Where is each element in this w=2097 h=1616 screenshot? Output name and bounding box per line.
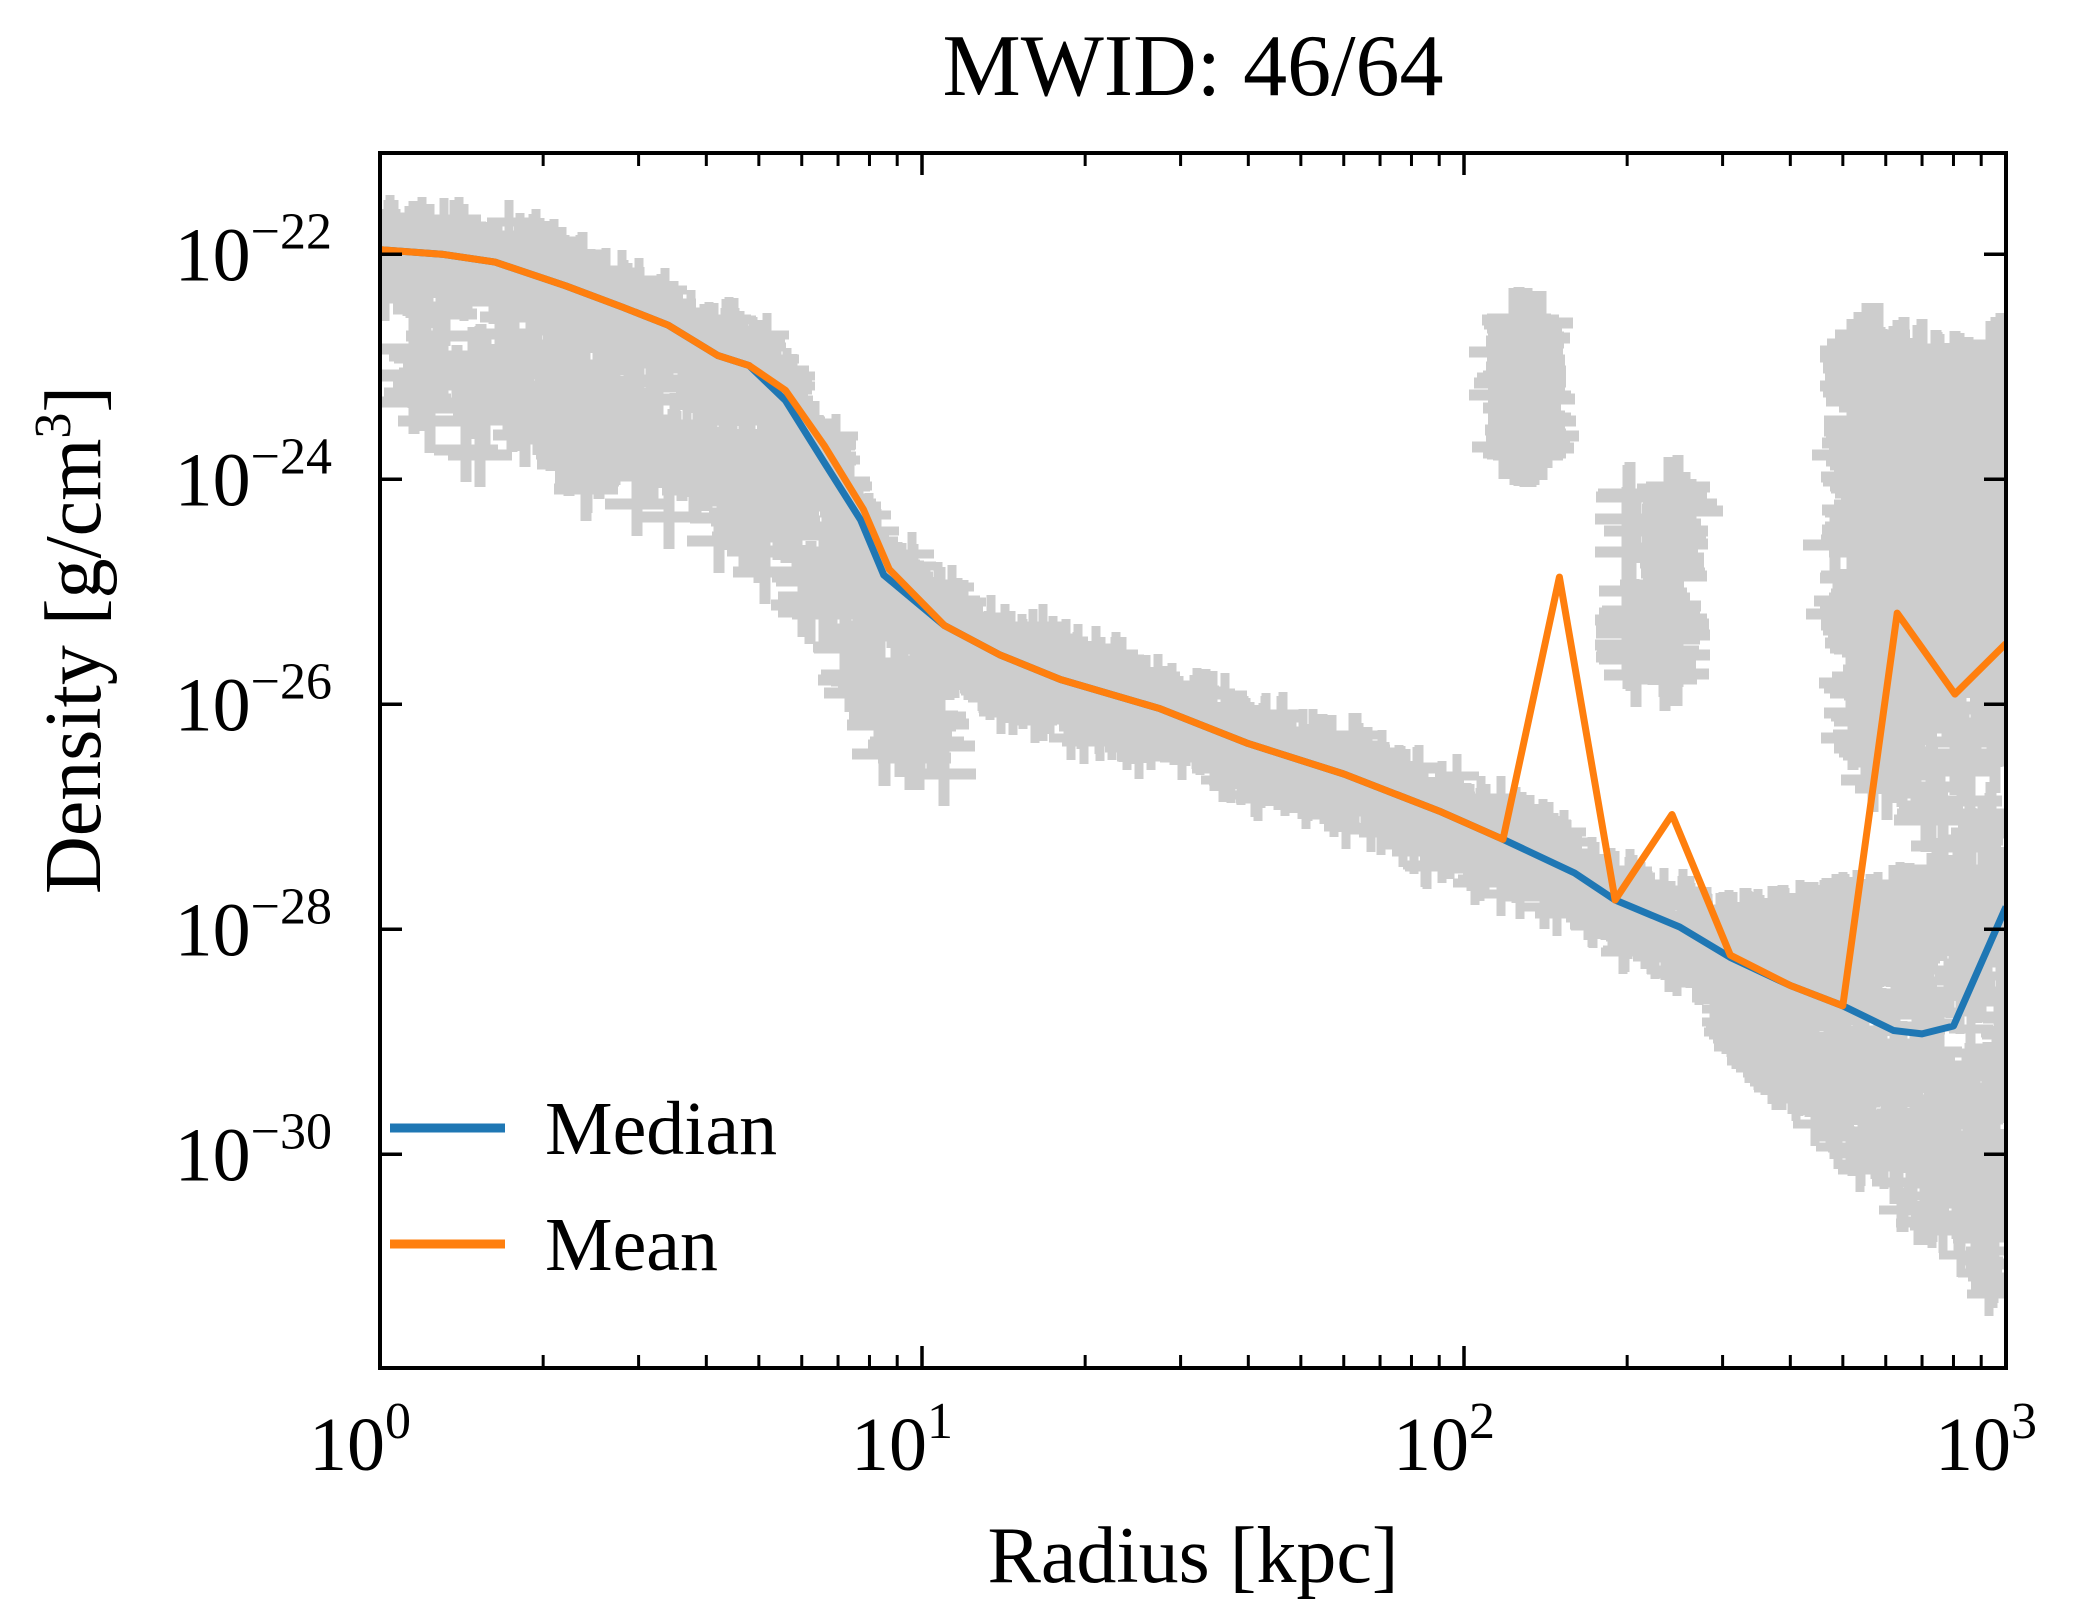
x-tick-label: 101 bbox=[851, 1393, 953, 1487]
scatter-points-right-mid-sparse bbox=[1855, 675, 2006, 977]
x-tick-label: 103 bbox=[1935, 1393, 2037, 1487]
legend-item-mean: Mean bbox=[390, 1203, 718, 1287]
y-axis-label: Density [g/cm3] bbox=[25, 386, 118, 894]
scatter-points-right-wedge bbox=[1701, 847, 2006, 1316]
scatter-points-cluster-b bbox=[1595, 455, 1723, 711]
x-axis-label: Radius [kpc] bbox=[987, 1512, 1398, 1600]
legend: Median Mean bbox=[390, 1087, 777, 1287]
legend-label-median: Median bbox=[545, 1087, 777, 1171]
y-tick-label: 10−30 bbox=[175, 1103, 332, 1197]
scatter-points-layer bbox=[380, 195, 2006, 1316]
y-tick-label: 10−24 bbox=[175, 428, 332, 522]
x-tick-label: 102 bbox=[1393, 1393, 1495, 1487]
data-lines-layer bbox=[380, 246, 2006, 1038]
scatter-points-cluster-a bbox=[1469, 287, 1579, 487]
legend-label-mean: Mean bbox=[545, 1203, 718, 1287]
y-tick-label: 10−22 bbox=[175, 203, 332, 297]
plot-border bbox=[378, 151, 2008, 1370]
x-tick-label: 100 bbox=[309, 1393, 411, 1487]
mean-line bbox=[380, 246, 2006, 1010]
y-tick-label: 10−28 bbox=[175, 878, 332, 972]
scatter-points-lower-left-band bbox=[381, 277, 976, 806]
axes-layer bbox=[378, 151, 2008, 1370]
tick-labels-layer: 100 101 102 103 10−22 10−24 10−26 10−28 10−30 bbox=[175, 203, 2037, 1487]
legend-item-median: Median bbox=[390, 1087, 777, 1171]
scatter-points-cluster-e bbox=[1948, 313, 2006, 767]
chart-title: MWID: 46/64 bbox=[942, 18, 1443, 115]
y-tick-label: 10−26 bbox=[175, 653, 332, 747]
